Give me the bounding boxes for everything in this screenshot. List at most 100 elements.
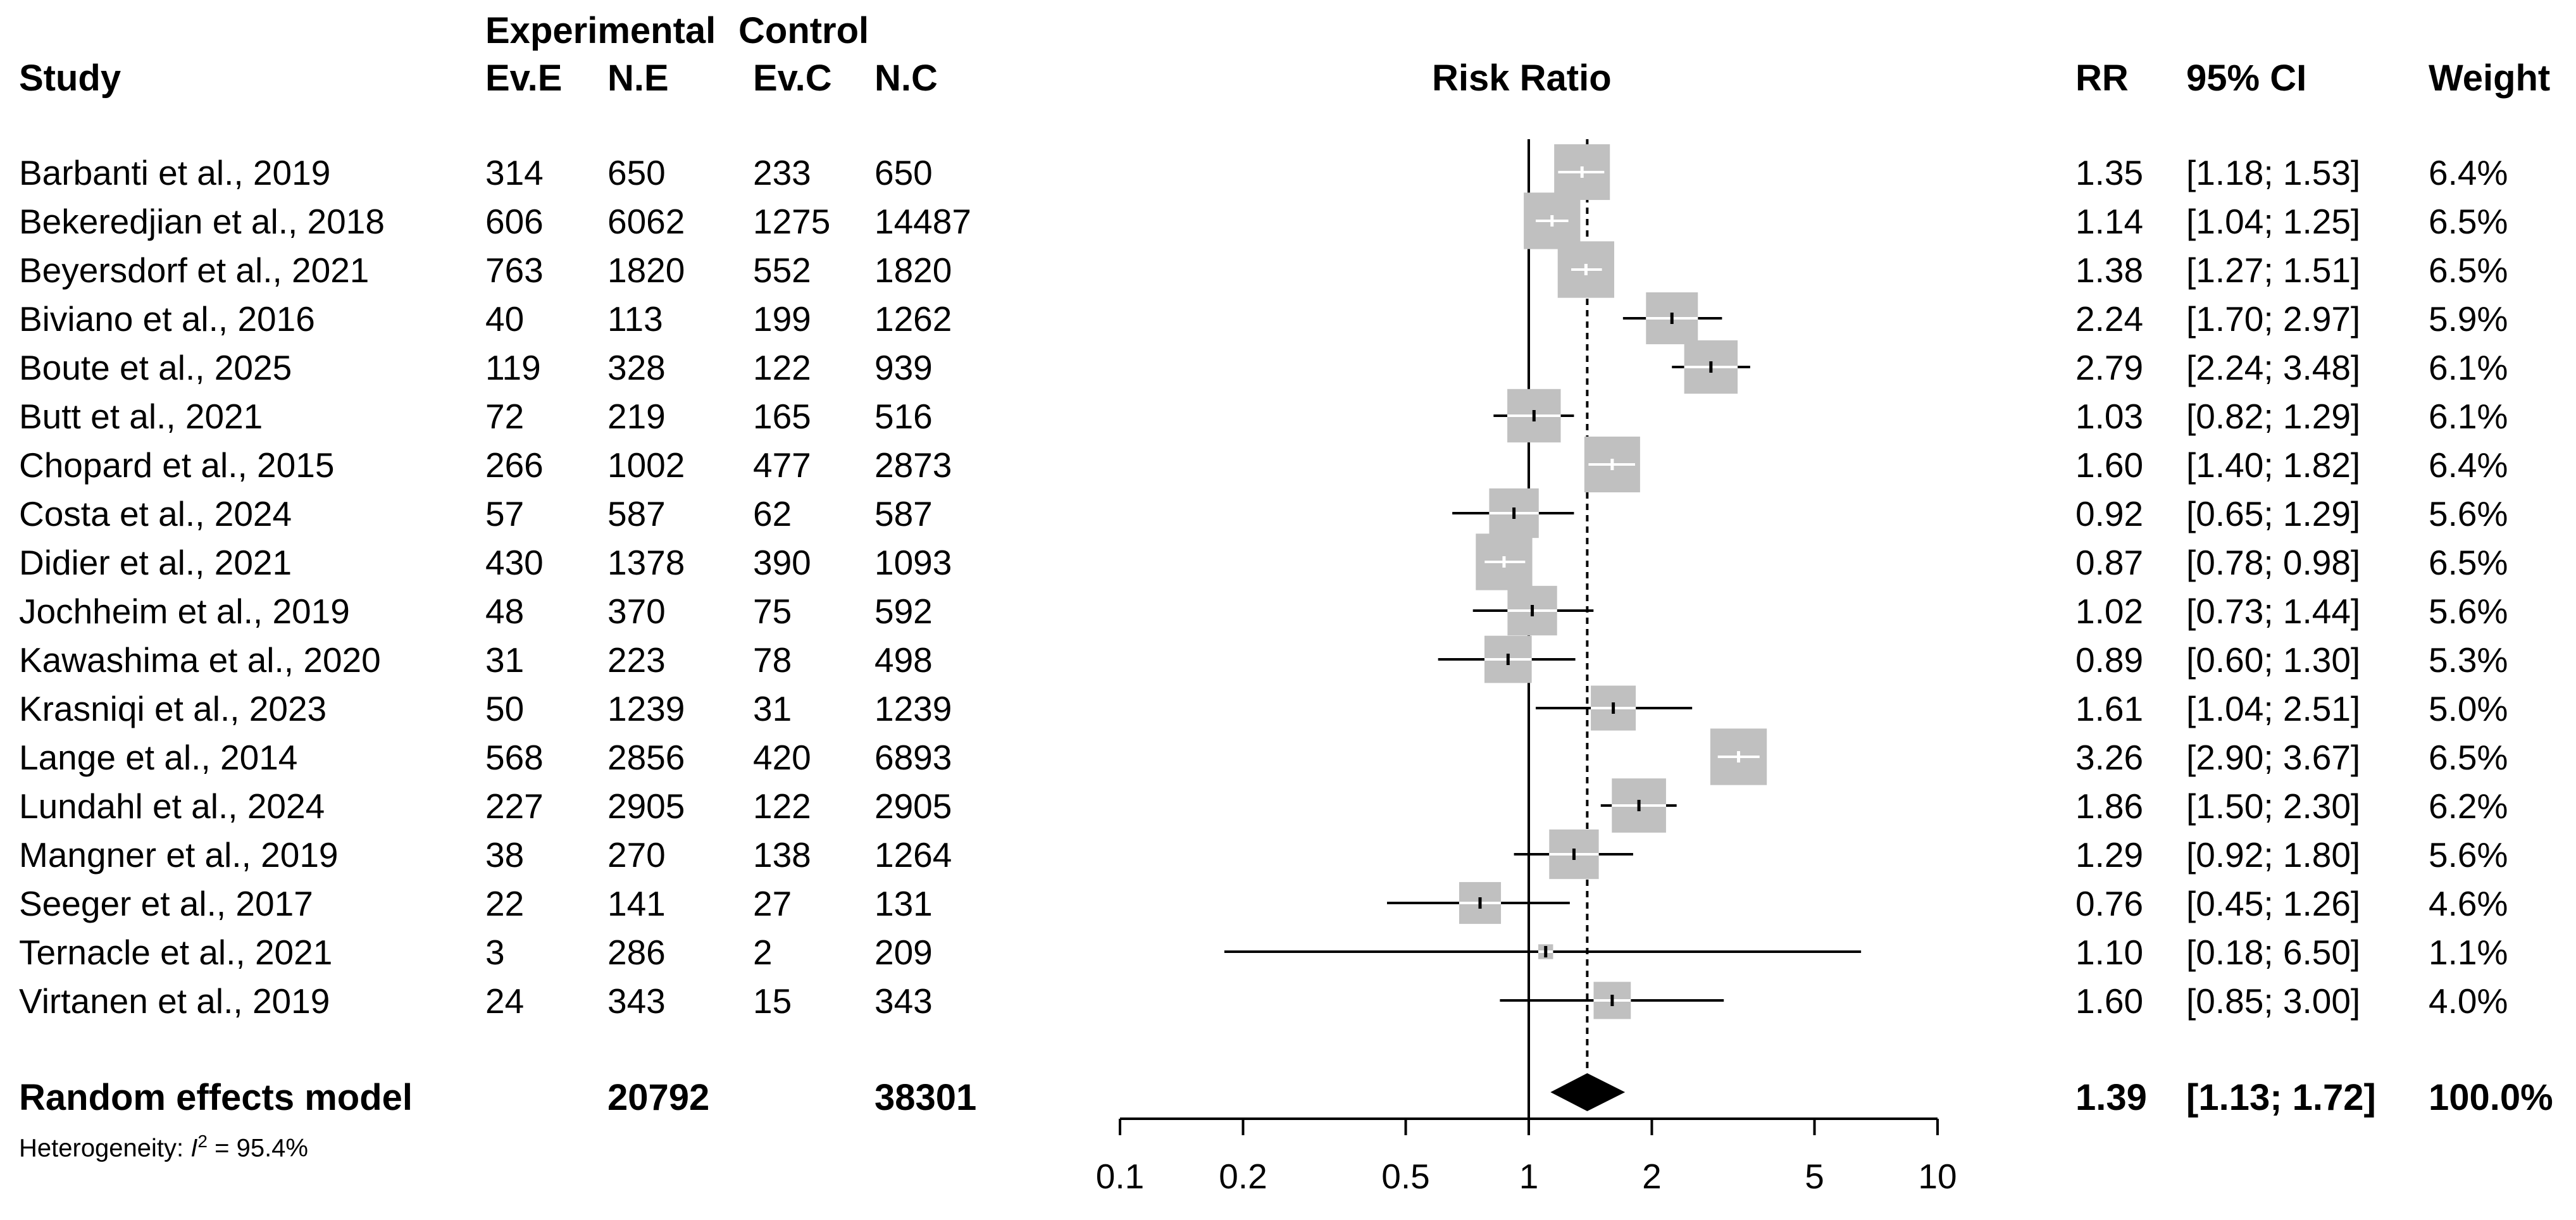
x-axis-tick-label: 5: [1805, 1157, 1824, 1196]
study-ev-e: 568: [485, 738, 544, 777]
study-ev-c: 122: [753, 787, 811, 826]
pooled-n-e: 20792: [607, 1077, 710, 1118]
pooled-diamond: [1550, 1073, 1626, 1111]
study-ev-c: 122: [753, 348, 811, 387]
header-weight: Weight: [2429, 58, 2551, 99]
pooled-rr: 1.39: [2075, 1077, 2147, 1118]
study-n-c: 2905: [874, 787, 952, 826]
study-ev-e: 57: [485, 494, 525, 533]
study-n-c: 516: [874, 397, 933, 436]
study-n-c: 1264: [874, 835, 952, 875]
study-weight: 5.9%: [2429, 299, 2508, 339]
study-ev-e: 763: [485, 251, 544, 290]
study-weight: 5.6%: [2429, 835, 2508, 875]
study-n-e: 286: [607, 933, 666, 972]
study-n-c: 131: [874, 884, 933, 923]
header-ev-e: Ev.E: [485, 58, 563, 99]
study-ev-c: 75: [753, 592, 792, 631]
study-n-e: 2856: [607, 738, 685, 777]
study-ev-c: 477: [753, 445, 811, 485]
study-ev-e: 606: [485, 202, 544, 241]
study-ev-c: 138: [753, 835, 811, 875]
study-ci: [0.82; 1.29]: [2186, 397, 2361, 436]
study-rr: 0.92: [2075, 494, 2144, 533]
study-ev-c: 15: [753, 981, 792, 1021]
study-weight: 4.6%: [2429, 884, 2508, 923]
pooled-label: Random effects model: [19, 1077, 413, 1118]
study-n-e: 328: [607, 348, 666, 387]
study-ev-c: 62: [753, 494, 792, 533]
study-ev-e: 24: [485, 981, 525, 1021]
study-rr: 1.29: [2075, 835, 2144, 875]
study-name: Biviano et al., 2016: [19, 299, 315, 339]
study-weight: 6.2%: [2429, 787, 2508, 826]
study-ci: [0.73; 1.44]: [2186, 592, 2361, 631]
study-ev-e: 72: [485, 397, 525, 436]
study-name: Bekeredjian et al., 2018: [19, 202, 385, 241]
study-n-c: 1262: [874, 299, 952, 339]
study-ci: [1.18; 1.53]: [2186, 153, 2361, 192]
x-axis-tick-label: 2: [1642, 1157, 1662, 1196]
study-name: Chopard et al., 2015: [19, 445, 335, 485]
study-rr: 1.86: [2075, 787, 2144, 826]
study-ev-e: 50: [485, 689, 525, 728]
study-weight: 1.1%: [2429, 933, 2508, 972]
study-n-e: 650: [607, 153, 666, 192]
study-weight: 5.6%: [2429, 592, 2508, 631]
study-rr: 2.79: [2075, 348, 2144, 387]
study-n-c: 14487: [874, 202, 971, 241]
study-weight: 6.1%: [2429, 397, 2508, 436]
study-ev-c: 78: [753, 640, 792, 680]
study-ci: [0.60; 1.30]: [2186, 640, 2361, 680]
heterogeneity-symbol: I: [190, 1134, 198, 1162]
header-ci: 95% CI: [2186, 58, 2307, 99]
study-rr: 0.89: [2075, 640, 2144, 680]
study-weight: 6.5%: [2429, 543, 2508, 582]
study-ev-e: 266: [485, 445, 544, 485]
study-ev-e: 22: [485, 884, 525, 923]
study-name: Boute et al., 2025: [19, 348, 292, 387]
study-name: Mangner et al., 2019: [19, 835, 339, 875]
study-ci: [0.45; 1.26]: [2186, 884, 2361, 923]
study-name: Costa et al., 2024: [19, 494, 292, 533]
study-rr: 1.38: [2075, 251, 2144, 290]
heterogeneity-value: = 95.4%: [207, 1134, 308, 1162]
pooled-weight: 100.0%: [2429, 1077, 2553, 1118]
study-ci: [1.04; 2.51]: [2186, 689, 2361, 728]
study-n-e: 1820: [607, 251, 685, 290]
study-n-e: 370: [607, 592, 666, 631]
study-name: Butt et al., 2021: [19, 397, 263, 436]
study-rr: 1.03: [2075, 397, 2144, 436]
study-ev-e: 31: [485, 640, 525, 680]
study-rr: 1.60: [2075, 445, 2144, 485]
study-name: Didier et al., 2021: [19, 543, 292, 582]
study-ev-e: 48: [485, 592, 525, 631]
study-weight: 6.1%: [2429, 348, 2508, 387]
study-n-e: 219: [607, 397, 666, 436]
study-ev-e: 119: [485, 348, 541, 387]
study-rr: 0.76: [2075, 884, 2144, 923]
study-name: Beyersdorf et al., 2021: [19, 251, 370, 290]
heterogeneity-prefix: Heterogeneity:: [19, 1134, 191, 1162]
study-ev-c: 199: [753, 299, 811, 339]
study-ev-e: 3: [485, 933, 505, 972]
study-ci: [1.50; 2.30]: [2186, 787, 2361, 826]
study-rr: 3.26: [2075, 738, 2144, 777]
study-ev-c: 27: [753, 884, 792, 923]
study-weight: 6.4%: [2429, 153, 2508, 192]
study-n-c: 6893: [874, 738, 952, 777]
study-n-e: 1002: [607, 445, 685, 485]
study-name: Lange et al., 2014: [19, 738, 298, 777]
study-rr: 1.60: [2075, 981, 2144, 1021]
study-n-c: 2873: [874, 445, 952, 485]
study-ev-e: 314: [485, 153, 544, 192]
study-ci: [1.40; 1.82]: [2186, 445, 2361, 485]
study-name: Lundahl et al., 2024: [19, 787, 325, 826]
study-n-e: 113: [607, 299, 663, 339]
study-ev-c: 390: [753, 543, 811, 582]
study-ev-e: 430: [485, 543, 544, 582]
study-ci: [0.78; 0.98]: [2186, 543, 2361, 582]
study-name: Ternacle et al., 2021: [19, 933, 333, 972]
study-weight: 5.3%: [2429, 640, 2508, 680]
study-name: Barbanti et al., 2019: [19, 153, 331, 192]
